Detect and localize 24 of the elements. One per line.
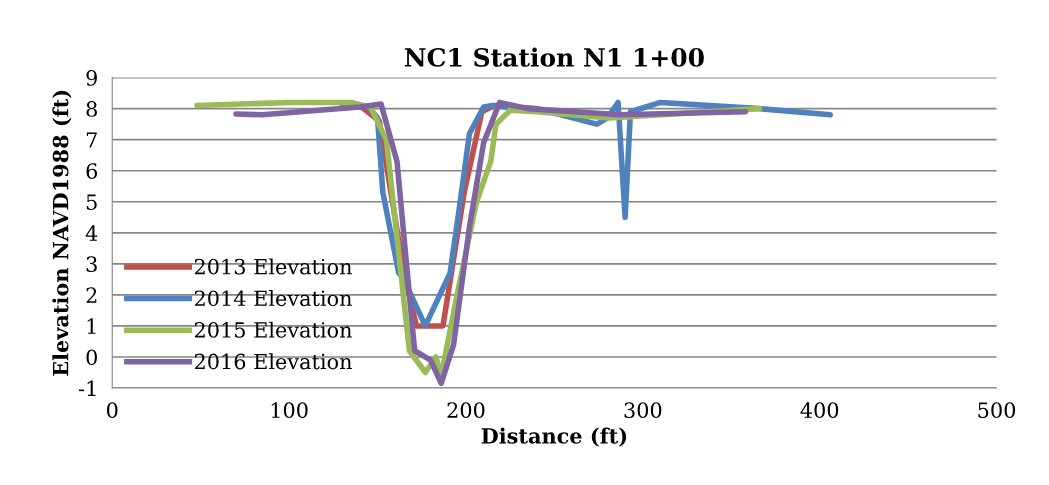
- y-tick-label: 3: [86, 256, 97, 273]
- y-tick-label: 5: [86, 194, 97, 210]
- y-tick-label: 0: [86, 349, 97, 366]
- y-tick-label: 1: [87, 318, 96, 334]
- legend-label: 2013 Elevation: [194, 258, 352, 275]
- x-tick-label: 500: [978, 402, 1016, 419]
- x-tick-label: 400: [800, 402, 839, 419]
- y-tick-label: 6: [86, 163, 98, 179]
- y-axis-title: Elevation NAVD1988 (ft): [52, 90, 72, 376]
- legend-label: 2015 Elevation: [194, 321, 352, 338]
- x-tick-label: 200: [447, 402, 485, 419]
- x-tick-label: 300: [624, 402, 662, 419]
- chart-title: NC1 Station N1 1+00: [404, 47, 704, 67]
- x-tick-label: 100: [271, 402, 308, 419]
- x-axis-title: Distance (ft): [481, 427, 627, 447]
- x-tick-label: 0: [106, 402, 118, 419]
- y-tick-label: 4: [85, 225, 98, 241]
- y-tick-label: 2: [86, 287, 97, 303]
- legend-label: 2016 Elevation: [194, 353, 352, 370]
- y-tick-label: -1: [78, 380, 96, 396]
- y-tick-label: 8: [86, 101, 97, 117]
- y-tick-label: 9: [86, 70, 97, 86]
- legend-label: 2014 Elevation: [194, 290, 352, 307]
- y-tick-label: 7: [86, 132, 97, 148]
